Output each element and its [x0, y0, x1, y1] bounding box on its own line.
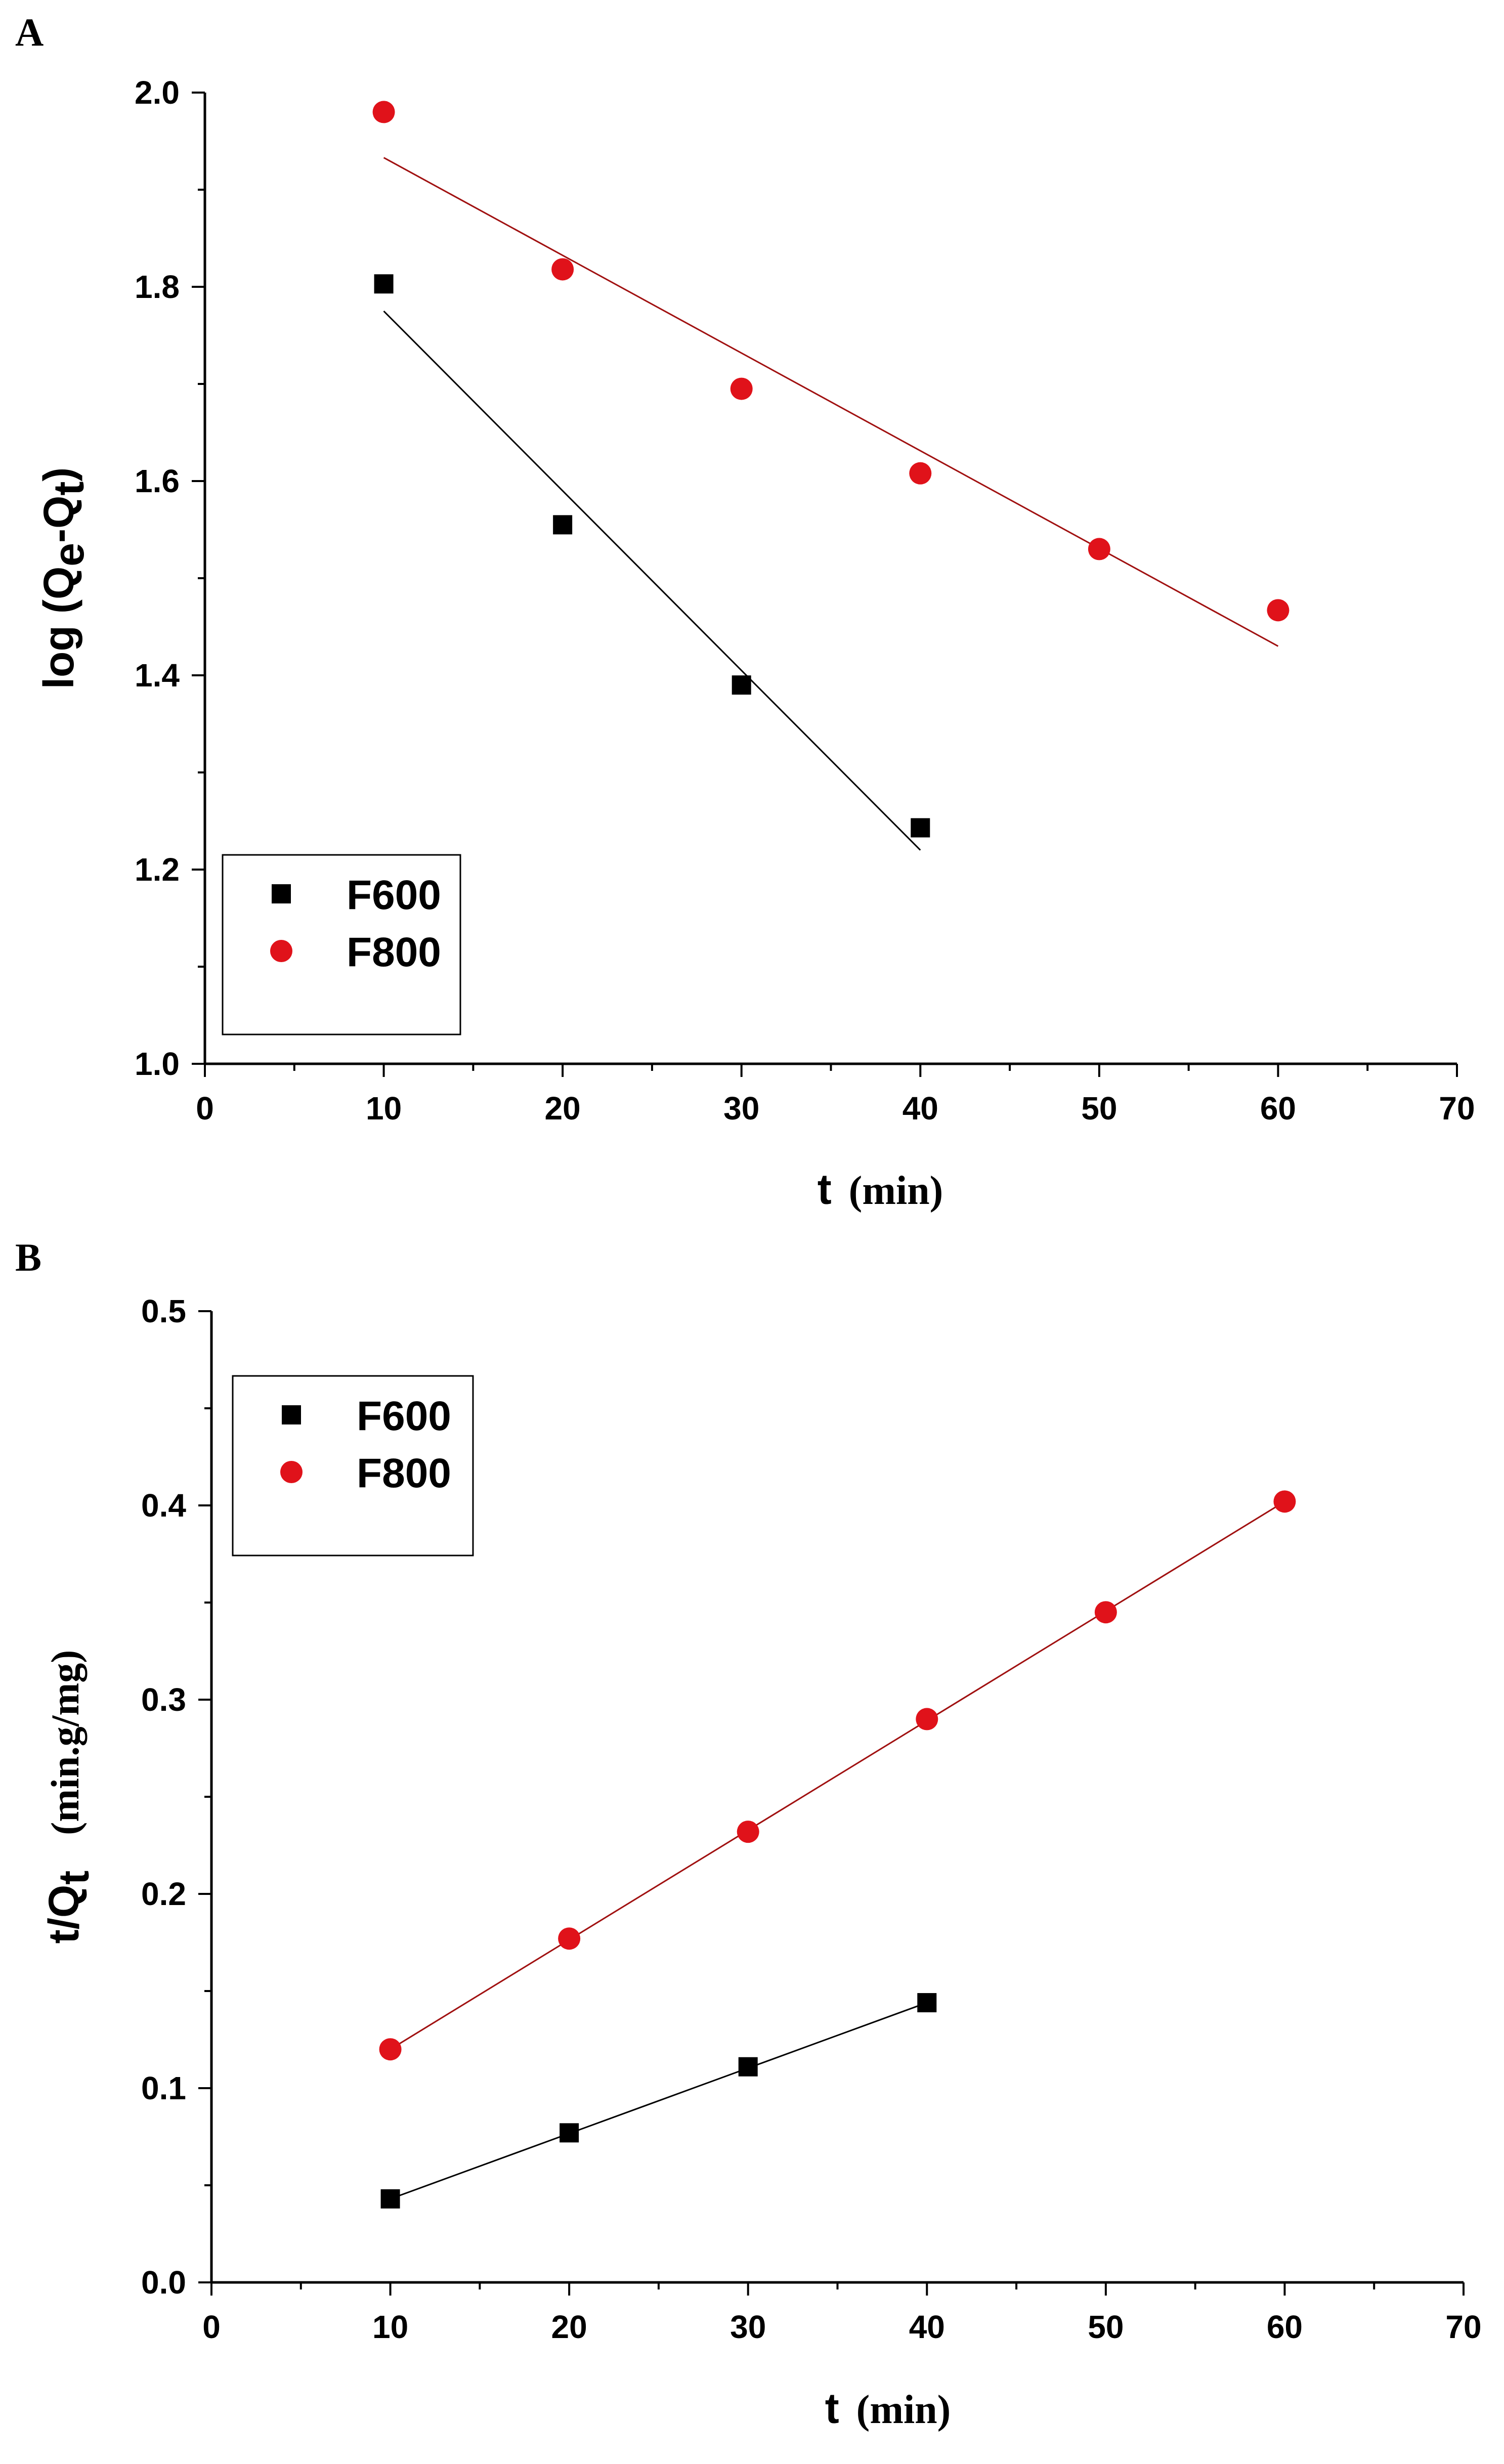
panel-letter: B [15, 1235, 41, 1279]
y-label-sub: e [45, 543, 93, 567]
legend-label-f600: F600 [357, 1393, 451, 1439]
fit-line-f600 [390, 2002, 927, 2200]
legend: F600 F800 [222, 854, 461, 1035]
x-tick-label: 60 [1267, 2309, 1303, 2345]
data-point-f800 [1267, 599, 1290, 622]
y-tick-label: 0.2 [141, 1876, 186, 1912]
y-tick-label: 1.0 [135, 1046, 180, 1082]
legend-box [222, 854, 461, 1035]
y-tick-label: 0.1 [141, 2070, 186, 2106]
data-point-f800 [1088, 538, 1110, 560]
data-point-f800 [909, 462, 932, 485]
y-label-sub: t [50, 1871, 98, 1885]
y-tick-label: 0.3 [141, 1681, 186, 1718]
data-point-f800 [1094, 1601, 1117, 1624]
x-tick-label: 70 [1445, 2309, 1481, 2345]
y-tick-label: 1.4 [135, 657, 180, 694]
x-tick-label: 40 [903, 1090, 938, 1127]
y-axis-label: t/Qt (min.g/mg) [40, 1650, 98, 1944]
x-axis-label-unit: (min) [856, 2388, 951, 2432]
data-point-f600 [374, 274, 394, 294]
x-tick-label: 0 [202, 2309, 221, 2345]
x-axis-label-var: t [818, 1165, 832, 1213]
data-point-f600 [560, 2123, 579, 2143]
y-label-sub: t [45, 482, 93, 496]
legend-label-f800: F800 [347, 929, 441, 975]
y-label-part: -Q [35, 496, 82, 543]
data-point-f800 [730, 377, 753, 400]
fit-line-f800 [390, 1501, 1285, 2050]
legend-box [232, 1375, 474, 1557]
x-tick-label: 50 [1081, 1090, 1117, 1127]
x-axis-label-var: t [825, 2385, 839, 2432]
data-point-f800 [916, 1708, 938, 1731]
y-tick-label: 0.5 [141, 1293, 186, 1329]
panel-letter: A [15, 10, 44, 54]
y-axis-label: log (Qe-Qt) [35, 467, 93, 689]
y-label-part: t/Q [40, 1885, 88, 1944]
data-point-f600 [738, 2057, 758, 2077]
y-label-part: ) [35, 467, 82, 482]
legend-label-f600: F600 [347, 872, 441, 918]
y-tick-label: 2.0 [135, 74, 180, 111]
data-point-f600 [911, 818, 930, 838]
x-axis-label-unit: (min) [849, 1169, 943, 1213]
fit-line-f800 [383, 157, 1279, 647]
x-tick-label: 10 [372, 2309, 408, 2345]
data-point-f800 [379, 2038, 402, 2061]
y-tick-label: 1.6 [135, 463, 180, 499]
x-tick-label: 60 [1260, 1090, 1296, 1127]
x-tick-label: 20 [545, 1090, 581, 1127]
panel-a: A 0 10 20 30 40 50 60 70 1.0 1.2 1.4 1.6 1.8 2.0 t (min)… [15, 10, 1475, 1213]
legend-marker-f800 [280, 1461, 303, 1483]
y-tick-label: 1.8 [135, 269, 180, 305]
data-point-f600 [553, 515, 573, 535]
data-point-f800 [1273, 1490, 1296, 1513]
data-point-f800 [737, 1821, 759, 1843]
x-tick-label: 30 [723, 1090, 759, 1127]
data-point-f800 [558, 1927, 581, 1950]
fit-line-f600 [383, 310, 921, 851]
x-tick-label: 10 [366, 1090, 402, 1127]
legend-marker-f600 [282, 1405, 301, 1424]
legend-label-f800: F800 [357, 1450, 451, 1496]
data-point-f600 [917, 1993, 937, 2013]
x-tick-label: 20 [551, 2309, 587, 2345]
legend-marker-f600 [272, 884, 291, 903]
data-point-f800 [372, 101, 395, 123]
y-tick-label: 0.4 [141, 1487, 186, 1524]
y-tick-label: 1.2 [135, 851, 180, 888]
y-label-unit: (min.g/mg) [43, 1650, 87, 1835]
x-tick-label: 50 [1088, 2309, 1124, 2345]
y-tick-label: 0.0 [141, 2264, 186, 2301]
data-point-f800 [551, 258, 574, 281]
data-point-f600 [732, 675, 751, 695]
x-tick-label: 70 [1439, 1090, 1475, 1127]
panel-b: B 0 10 20 30 40 50 60 70 0.0 0.1 0.2 0.3 0.4 0.5 t (min)… [15, 1235, 1482, 2432]
x-tick-label: 0 [196, 1090, 214, 1127]
legend: F600 F800 [232, 1375, 474, 1557]
legend-marker-f800 [270, 940, 292, 962]
x-tick-label: 40 [909, 2309, 945, 2345]
y-label-part: log (Q [35, 567, 82, 689]
x-axis-label: t (min) [818, 1165, 943, 1213]
x-axis-label: t (min) [825, 2385, 951, 2432]
x-tick-label: 30 [730, 2309, 766, 2345]
data-point-f600 [380, 2189, 400, 2209]
